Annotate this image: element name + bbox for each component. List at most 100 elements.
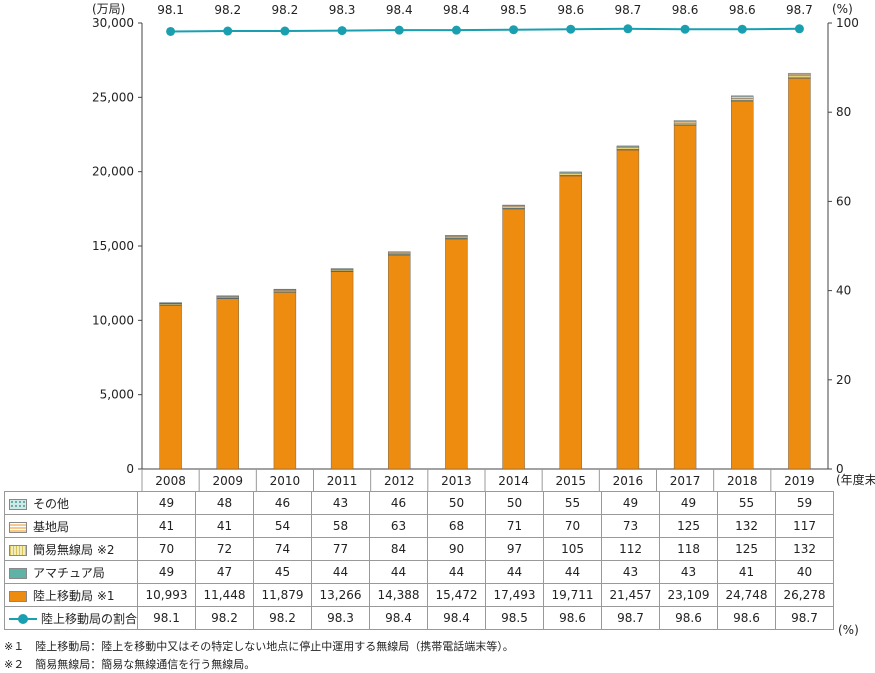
row-header: アマチュア局 xyxy=(3,560,139,584)
table-cell: 132 xyxy=(775,537,835,561)
ratio-point xyxy=(680,24,690,34)
table-cell: 68 xyxy=(427,514,487,538)
ratio-point xyxy=(337,26,347,36)
x-tick-label: 2018 xyxy=(727,474,758,488)
legend-swatch xyxy=(9,498,27,510)
table-cell: 74 xyxy=(253,537,313,561)
chart-canvas: 0 5,000 10,000 15,000 20,000 25,000 30,000 0 20… xyxy=(92,2,875,491)
x-tick-label: 2015 xyxy=(555,474,586,488)
table-cell: 98.1 xyxy=(137,606,197,630)
bar-segment xyxy=(616,149,640,470)
row-header: 陸上移動局 ※1 xyxy=(3,583,139,607)
footnote-1: ※１ 陸上移動局：陸上を移動中又はその特定しない地点に停止中運用する無線局（携帯… xyxy=(4,640,514,653)
table-cell: 45 xyxy=(253,560,313,584)
bar-segment xyxy=(731,95,754,97)
x-tick-label: 2019 xyxy=(784,474,815,488)
bar-segment xyxy=(731,98,754,101)
x-tick-label: 2008 xyxy=(155,474,186,488)
y-tick-label: 30,000 xyxy=(92,16,134,30)
ratio-point xyxy=(623,24,633,34)
table-cell: 98.2 xyxy=(195,606,255,630)
table-cell: 44 xyxy=(311,560,371,584)
table-cell: 98.7 xyxy=(775,606,835,630)
table-cell: 70 xyxy=(543,514,603,538)
ratio-top-label: 98.7 xyxy=(615,3,642,17)
table-cell: 125 xyxy=(717,537,777,561)
ratio-top-label: 98.2 xyxy=(272,3,299,17)
table-row: 陸上移動局 ※1 10,993 11,448 11,879 13,266 14,388 15… xyxy=(3,583,835,607)
ratio-point xyxy=(509,25,519,35)
table-cell: 26,278 xyxy=(775,583,835,607)
table-cell: 46 xyxy=(253,491,313,515)
table-cell: 15,472 xyxy=(427,583,487,607)
table-cell: 14,388 xyxy=(369,583,429,607)
ratio-top-label: 98.1 xyxy=(157,3,184,17)
ratio-point xyxy=(737,24,747,34)
x-axis-labels: 2008 2009 2010 2011 2012 2013 2014 2015 2016 2017… xyxy=(155,474,814,488)
ratio-top-labels: 98.1 98.2 98.2 98.3 98.4 98.4 98.5 98.6 98.7 98.6… xyxy=(157,3,813,17)
x-tick-label: 2013 xyxy=(441,474,472,488)
y-tick-label: 5,000 xyxy=(100,388,134,402)
ratio-point xyxy=(451,25,461,35)
bar-segment xyxy=(559,175,582,470)
table-cell: 23,109 xyxy=(659,583,719,607)
table-cell: 49 xyxy=(601,491,661,515)
bar-segment xyxy=(673,120,697,124)
ratio-top-label: 98.6 xyxy=(557,3,584,17)
legend-swatch xyxy=(9,614,37,624)
table-cell: 98.6 xyxy=(543,606,603,630)
table-cell: 77 xyxy=(311,537,371,561)
x-tick-label: 2017 xyxy=(670,474,701,488)
y2-tick-label: 80 xyxy=(836,105,851,119)
bar-segment xyxy=(788,73,811,76)
y2-tick-label: 100 xyxy=(836,16,859,30)
ratio-top-label: 98.6 xyxy=(672,3,699,17)
table-cell: 49 xyxy=(659,491,719,515)
bar-segment xyxy=(502,204,525,206)
table-cell: 46 xyxy=(369,491,429,515)
ratio-top-label: 98.5 xyxy=(500,3,527,17)
x-tick-label: 2011 xyxy=(327,474,358,488)
row-header: 陸上移動局の割合 xyxy=(3,606,139,630)
row-header: その他 xyxy=(3,491,139,515)
table-cell: 84 xyxy=(369,537,429,561)
bar-segment xyxy=(388,251,411,253)
y-tick-label: 10,000 xyxy=(92,313,134,327)
table-unit: (%) xyxy=(838,623,859,637)
table-cell: 98.6 xyxy=(659,606,719,630)
legend-swatch xyxy=(9,567,27,579)
bar-segment xyxy=(273,288,297,291)
y-tick-label: 25,000 xyxy=(92,90,134,104)
bar-segment xyxy=(559,173,582,176)
legend-swatch xyxy=(9,521,27,533)
bar-segment xyxy=(673,120,697,122)
table-cell: 90 xyxy=(427,537,487,561)
ratio-top-label: 98.4 xyxy=(386,3,413,17)
y2-unit-label: (%) xyxy=(832,2,853,16)
table-cell: 112 xyxy=(601,537,661,561)
bar-segment xyxy=(673,122,697,126)
y-unit-label: (万局) xyxy=(92,2,125,16)
ratio-line-path xyxy=(170,27,800,33)
table-cell: 105 xyxy=(543,537,603,561)
bar-segment xyxy=(788,75,811,78)
bar-segment xyxy=(731,96,754,99)
y2-tick-label: 0 xyxy=(836,462,844,476)
table-row: 基地局 41 41 54 58 63 68 71 70 73 125 132 117 xyxy=(3,514,835,538)
ratio-top-label: 98.2 xyxy=(214,3,241,17)
bar-segment xyxy=(559,171,582,173)
bar-segment xyxy=(159,302,182,304)
table-cell: 47 xyxy=(195,560,255,584)
table-cell: 13,266 xyxy=(311,583,371,607)
table-cell: 44 xyxy=(485,560,545,584)
table-cell: 72 xyxy=(195,537,255,561)
table-cell: 98.7 xyxy=(601,606,661,630)
x-tick-label: 2014 xyxy=(498,474,529,488)
ratio-point xyxy=(566,24,576,34)
table-cell: 49 xyxy=(137,560,197,584)
bar-segment xyxy=(445,235,468,237)
bar-segment xyxy=(273,292,297,470)
table-row: 陸上移動局の割合 98.1 98.2 98.2 98.3 98.4 98.4 98.5 98.6… xyxy=(3,606,835,630)
table-cell: 24,748 xyxy=(717,583,777,607)
table-cell: 98.5 xyxy=(485,606,545,630)
